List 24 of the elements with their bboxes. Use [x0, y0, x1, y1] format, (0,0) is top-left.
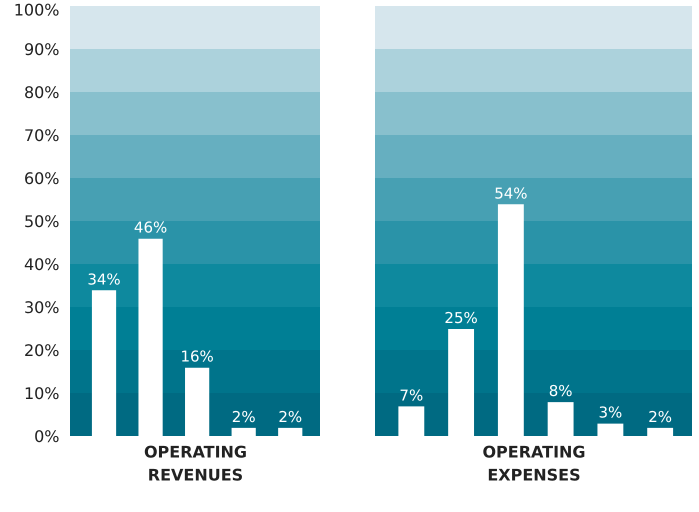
- data-label: 8%: [548, 382, 573, 400]
- y-tick-label: 40%: [24, 255, 60, 274]
- y-tick-label: 80%: [24, 83, 60, 102]
- y-tick-label: 10%: [24, 384, 60, 403]
- data-label: 3%: [598, 404, 622, 422]
- y-tick-label: 0%: [34, 427, 60, 446]
- data-label: 25%: [444, 309, 478, 327]
- data-label: 2%: [232, 408, 256, 426]
- data-label: 54%: [494, 184, 528, 202]
- data-label: 2%: [648, 408, 672, 426]
- data-label: 34%: [87, 270, 121, 288]
- y-tick-label: 20%: [24, 341, 60, 360]
- y-tick-label: 90%: [24, 40, 60, 59]
- y-tick-label: 100%: [14, 0, 60, 20]
- data-label: 2%: [278, 408, 302, 426]
- x-axis-title: OPERATING EXPENSES: [482, 442, 586, 484]
- y-tick-label: 50%: [24, 212, 60, 231]
- y-tick-label: 70%: [24, 126, 60, 145]
- data-label: 16%: [180, 348, 214, 366]
- data-label: 46%: [134, 218, 168, 237]
- y-tick-label: 30%: [24, 298, 60, 317]
- data-label: 7%: [399, 386, 424, 404]
- y-tick-label: 60%: [24, 169, 60, 188]
- x-axis-title: OPERATING REVENUES: [144, 442, 248, 484]
